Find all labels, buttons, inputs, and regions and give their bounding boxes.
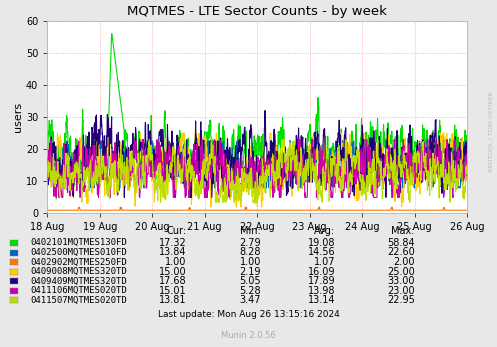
Text: Max:: Max: (392, 226, 415, 236)
Text: 58.84: 58.84 (387, 238, 415, 248)
Text: 0402500MQTMES010FD: 0402500MQTMES010FD (31, 248, 128, 257)
Text: 0411106MQTMES020TD: 0411106MQTMES020TD (31, 286, 128, 295)
Text: 13.84: 13.84 (159, 247, 186, 257)
Text: Cur:: Cur: (166, 226, 186, 236)
Text: 17.68: 17.68 (159, 276, 186, 286)
Text: 25.00: 25.00 (387, 266, 415, 277)
Text: 8.28: 8.28 (240, 247, 261, 257)
Text: 14.56: 14.56 (308, 247, 335, 257)
Text: 22.95: 22.95 (387, 295, 415, 305)
Text: 13.14: 13.14 (308, 295, 335, 305)
Title: MQTMES - LTE Sector Counts - by week: MQTMES - LTE Sector Counts - by week (127, 5, 387, 18)
Text: 0409008MQTMES320TD: 0409008MQTMES320TD (31, 267, 128, 276)
Text: 2.00: 2.00 (394, 257, 415, 267)
Text: Munin 2.0.56: Munin 2.0.56 (221, 331, 276, 340)
Text: Avg:: Avg: (314, 226, 335, 236)
Text: 33.00: 33.00 (388, 276, 415, 286)
Text: 0402902MQTMES250FD: 0402902MQTMES250FD (31, 257, 128, 266)
Text: 2.19: 2.19 (240, 266, 261, 277)
Text: Min:: Min: (240, 226, 261, 236)
Text: 19.08: 19.08 (308, 238, 335, 248)
Text: 0402101MQTMES130FD: 0402101MQTMES130FD (31, 238, 128, 247)
Text: RRDTOOL / TOBI OETIKER: RRDTOOL / TOBI OETIKER (489, 92, 494, 172)
Text: 0409409MQTMES320TD: 0409409MQTMES320TD (31, 277, 128, 286)
Text: 15.00: 15.00 (159, 266, 186, 277)
Y-axis label: users: users (13, 102, 23, 132)
Text: 1.07: 1.07 (314, 257, 335, 267)
Text: 13.81: 13.81 (159, 295, 186, 305)
Text: 15.01: 15.01 (159, 286, 186, 296)
Text: 1.00: 1.00 (240, 257, 261, 267)
Text: 17.32: 17.32 (159, 238, 186, 248)
Text: Last update: Mon Aug 26 13:15:16 2024: Last update: Mon Aug 26 13:15:16 2024 (158, 310, 339, 319)
Text: 13.98: 13.98 (308, 286, 335, 296)
Text: 23.00: 23.00 (387, 286, 415, 296)
Text: 2.79: 2.79 (239, 238, 261, 248)
Text: 17.89: 17.89 (308, 276, 335, 286)
Text: 1.00: 1.00 (165, 257, 186, 267)
Text: 5.28: 5.28 (239, 286, 261, 296)
Text: 22.60: 22.60 (387, 247, 415, 257)
Text: 5.05: 5.05 (239, 276, 261, 286)
Text: 16.09: 16.09 (308, 266, 335, 277)
Text: 0411507MQTMES020TD: 0411507MQTMES020TD (31, 296, 128, 305)
Text: 3.47: 3.47 (240, 295, 261, 305)
